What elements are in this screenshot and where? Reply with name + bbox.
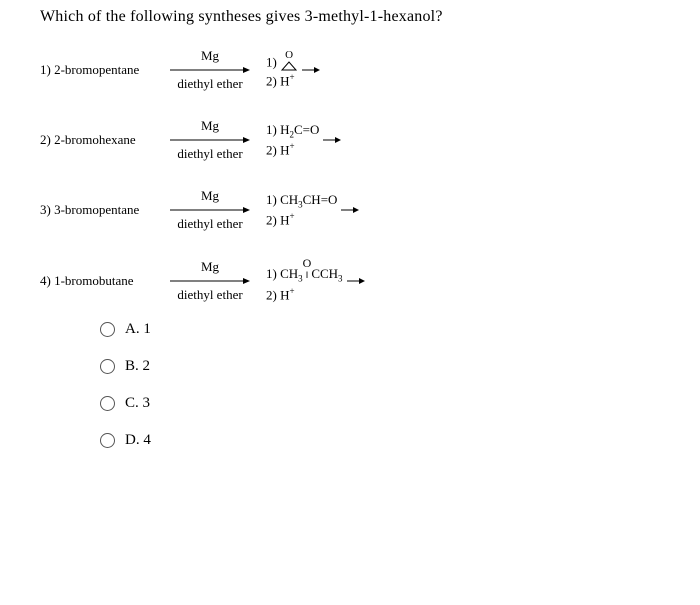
radio-icon[interactable] [100, 359, 115, 374]
scheme-4-arrow2 [347, 277, 365, 285]
option-d[interactable]: D. 4 [100, 432, 670, 449]
option-c[interactable]: C. 3 [100, 395, 670, 412]
scheme-1-step2: 2) H+ [266, 71, 295, 90]
scheme-4-step2: 2) H+ [266, 285, 295, 304]
option-c-label: C. 3 [125, 395, 150, 412]
option-a-label: A. 1 [125, 321, 151, 338]
scheme-3-conditions: 1) CH3CH=O 2) H+ [266, 191, 337, 230]
scheme-1-conditions: 1) O 2) H+ [266, 50, 298, 90]
scheme-1-reagent-bottom: diethyl ether [177, 74, 242, 92]
scheme-3-step1: 1) CH3CH=O [266, 191, 337, 211]
option-d-label: D. 4 [125, 432, 151, 449]
scheme-2-reagent-top: Mg [201, 118, 219, 136]
scheme-3-step2: 2) H+ [266, 210, 295, 229]
radio-icon[interactable] [100, 322, 115, 337]
epoxide-icon: O [280, 50, 298, 71]
option-b[interactable]: B. 2 [100, 358, 670, 375]
option-a[interactable]: A. 1 [100, 321, 670, 338]
scheme-3-reagent-top: Mg [201, 188, 219, 206]
scheme-1-arrow: Mg diethyl ether [170, 48, 250, 92]
scheme-4-reagent-bottom: diethyl ether [177, 285, 242, 303]
answer-options: A. 1 B. 2 C. 3 D. 4 [40, 321, 670, 449]
scheme-4: 4) 1-bromobutane Mg diethyl ether 1) CH3… [40, 258, 670, 303]
scheme-3-arrow: Mg diethyl ether [170, 188, 250, 232]
scheme-1-reagent-top: Mg [201, 48, 219, 66]
scheme-4-reagent-top: Mg [201, 259, 219, 277]
scheme-1-step1: 1) O [266, 50, 298, 71]
option-b-label: B. 2 [125, 358, 150, 375]
scheme-4-step1: 1) CH3O‖CCH3 [266, 258, 343, 285]
scheme-4-start: 4) 1-bromobutane [40, 273, 160, 289]
scheme-4-conditions: 1) CH3O‖CCH3 2) H+ [266, 258, 343, 303]
radio-icon[interactable] [100, 433, 115, 448]
scheme-2-start: 2) 2-bromohexane [40, 132, 160, 148]
scheme-2-conditions: 1) H2C=O 2) H+ [266, 121, 319, 160]
carbonyl-icon: O‖ [303, 258, 312, 280]
scheme-3-reagent-bottom: diethyl ether [177, 214, 242, 232]
scheme-3-start: 3) 3-bromopentane [40, 202, 160, 218]
scheme-2-reagent-bottom: diethyl ether [177, 144, 242, 162]
scheme-2: 2) 2-bromohexane Mg diethyl ether 1) H2C… [40, 118, 670, 162]
scheme-1-arrow2 [302, 66, 320, 74]
radio-icon[interactable] [100, 396, 115, 411]
scheme-4-arrow: Mg diethyl ether [170, 259, 250, 303]
scheme-2-arrow2 [323, 136, 341, 144]
scheme-2-step1: 1) H2C=O [266, 121, 319, 141]
scheme-2-arrow: Mg diethyl ether [170, 118, 250, 162]
scheme-2-step2: 2) H+ [266, 140, 295, 159]
question-text: Which of the following syntheses gives 3… [40, 8, 670, 26]
scheme-1-start: 1) 2-bromopentane [40, 62, 160, 78]
scheme-1: 1) 2-bromopentane Mg diethyl ether 1) O … [40, 48, 670, 92]
scheme-3-arrow2 [341, 206, 359, 214]
scheme-3: 3) 3-bromopentane Mg diethyl ether 1) CH… [40, 188, 670, 232]
